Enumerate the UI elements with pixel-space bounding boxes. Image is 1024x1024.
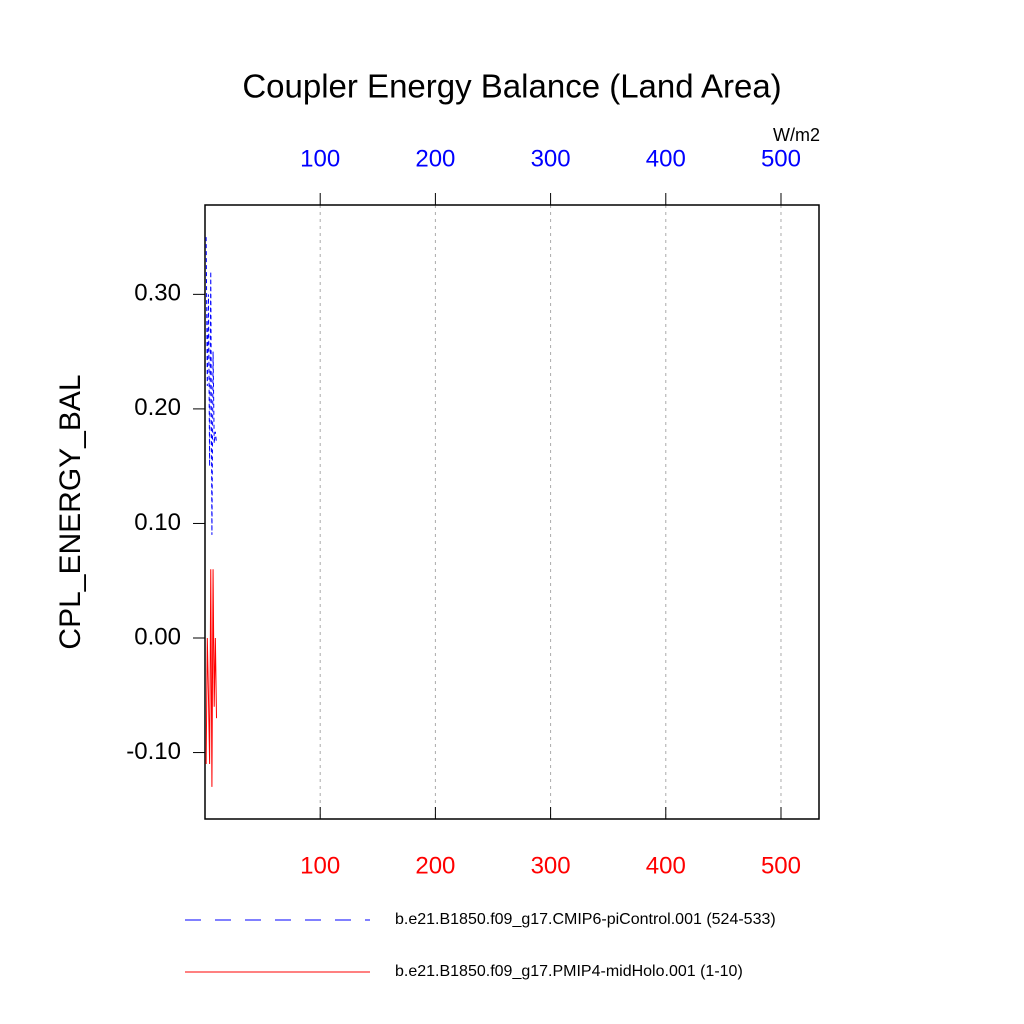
- y-tick-label: 0.00: [134, 623, 181, 650]
- x2-tick-label: 200: [415, 145, 455, 172]
- x2-tick-label: 300: [531, 145, 571, 172]
- series-line: [205, 569, 218, 787]
- plot-frame: [204, 204, 820, 820]
- x-tick-label: 300: [531, 852, 571, 879]
- y-tick-label: 0.30: [134, 280, 181, 307]
- x-tick-label: 100: [300, 852, 340, 879]
- y-tick-label: -0.10: [126, 738, 181, 765]
- y-axis-label: CPL_ENERGY_BAL: [54, 374, 87, 649]
- series-line: [205, 237, 218, 535]
- chart-title: Coupler Energy Balance (Land Area): [242, 68, 781, 105]
- units-label: W/m2: [773, 125, 820, 145]
- y-tick-label: 0.10: [134, 509, 181, 536]
- x-tick-label: 200: [415, 852, 455, 879]
- legend-label: b.e21.B1850.f09_g17.CMIP6-piControl.001 …: [395, 911, 776, 928]
- x2-tick-label: 100: [300, 145, 340, 172]
- x-tick-label: 400: [646, 852, 686, 879]
- legend-label: b.e21.B1850.f09_g17.PMIP4-midHolo.001 (1…: [395, 963, 743, 980]
- y-tick-label: 0.20: [134, 394, 181, 421]
- x-tick-label: 500: [761, 852, 801, 879]
- x2-tick-label: 500: [761, 145, 801, 172]
- x2-tick-label: 400: [646, 145, 686, 172]
